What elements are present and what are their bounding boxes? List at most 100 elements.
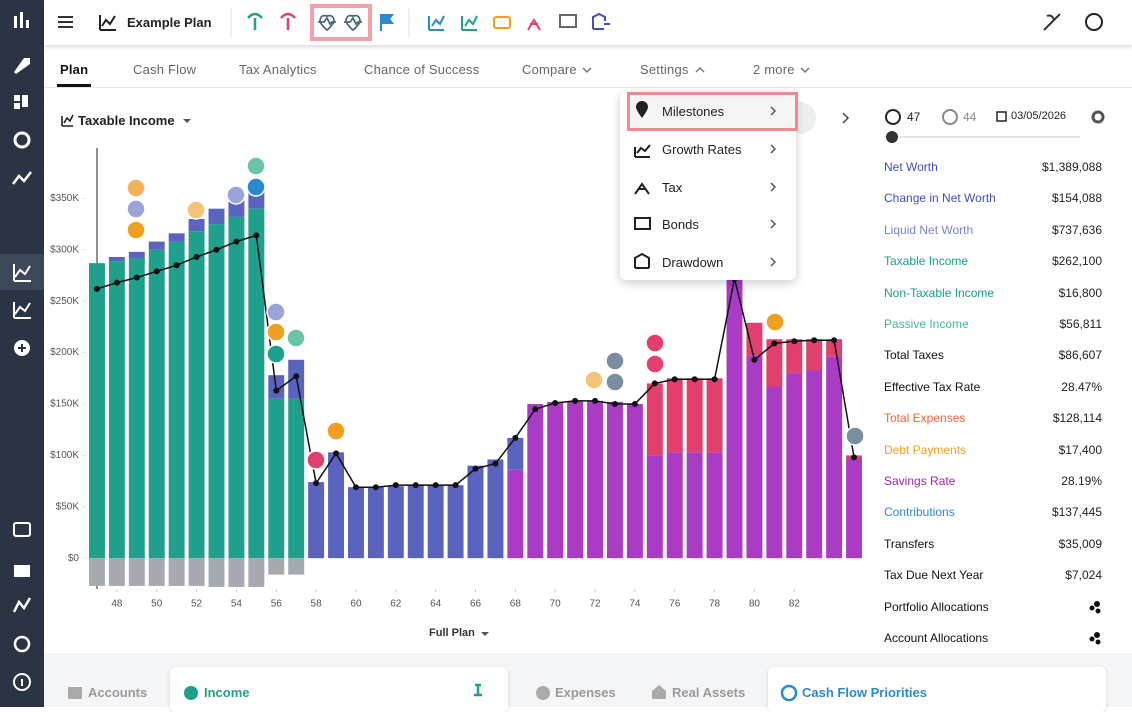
nav-icon[interactable] — [13, 522, 31, 537]
settings-icon[interactable] — [1091, 110, 1105, 124]
summary-row[interactable]: Total Taxes $86,607 — [884, 348, 1102, 368]
nav-icon[interactable] — [12, 597, 32, 613]
toolbar-icon[interactable] — [247, 12, 263, 30]
menu-item[interactable]: Tax — [662, 180, 683, 195]
toolbar-icon[interactable] — [592, 12, 610, 30]
summary-row[interactable]: Total Expenses $128,114 — [884, 411, 1102, 431]
milestone-icon[interactable] — [126, 199, 146, 219]
bottom-tab[interactable]: Expenses — [555, 685, 616, 700]
milestone-icon[interactable] — [306, 450, 326, 470]
next-button[interactable] — [842, 112, 850, 124]
tab[interactable]: 2 more — [753, 62, 795, 77]
nav-icon[interactable] — [26, 20, 29, 28]
summary-row[interactable]: Transfers $35,009 — [884, 537, 1102, 557]
bottom-tab[interactable]: Real Assets — [672, 685, 746, 700]
milestone-icon[interactable] — [266, 322, 286, 342]
menu-item[interactable]: Bonds — [662, 217, 699, 232]
line-point — [592, 397, 599, 404]
summary-row[interactable]: Portfolio Allocations — [884, 600, 1102, 620]
nav-icon[interactable] — [14, 16, 17, 28]
milestone-icon[interactable] — [126, 178, 146, 198]
milestone-icon[interactable] — [584, 370, 604, 390]
summary-row[interactable]: Change in Net Worth $154,088 — [884, 191, 1102, 211]
nav-icon[interactable] — [14, 103, 20, 109]
nav-icon[interactable] — [14, 565, 30, 577]
milestone-icon[interactable] — [286, 328, 306, 348]
summary-row[interactable]: Passive Income $56,811 — [884, 317, 1102, 337]
priorities-card[interactable] — [768, 667, 1106, 712]
menu-item[interactable]: Drawdown — [662, 255, 724, 270]
bottom-tab[interactable]: Income — [204, 685, 250, 700]
milestone-icon[interactable] — [605, 351, 625, 371]
slider-handle[interactable] — [886, 131, 898, 143]
milestone-icon[interactable] — [246, 177, 266, 197]
milestone-icon[interactable] — [126, 220, 146, 240]
x-tick-label: 70 — [550, 599, 562, 610]
toolbar-icon[interactable] — [428, 15, 445, 31]
pin-icon[interactable] — [474, 683, 482, 697]
summary-row[interactable]: Effective Tax Rate 28.47% — [884, 380, 1102, 400]
menu-item[interactable]: Growth Rates — [662, 142, 742, 157]
summary-row[interactable]: Debt Payments $17,400 — [884, 443, 1102, 463]
tab[interactable]: Plan — [60, 62, 89, 77]
tab[interactable]: Chance of Success — [364, 62, 480, 77]
nav-icon[interactable] — [13, 131, 31, 149]
summary-row[interactable]: Account Allocations — [884, 631, 1102, 651]
menu-icon — [634, 217, 651, 230]
milestone-icon[interactable] — [226, 185, 246, 205]
milestone-icon[interactable] — [645, 354, 665, 374]
nav-icon[interactable] — [13, 635, 31, 653]
range-selector[interactable]: Full Plan — [429, 627, 475, 639]
menu-button[interactable] — [58, 16, 73, 28]
toolbar-icon[interactable] — [559, 14, 577, 28]
milestone-icon[interactable] — [605, 372, 625, 392]
income-card[interactable] — [170, 667, 508, 712]
nav-icon[interactable] — [13, 264, 31, 282]
summary-row[interactable]: Non-Taxable Income $16,800 — [884, 286, 1102, 306]
milestone-icon[interactable] — [765, 312, 785, 332]
summary-row[interactable]: Liquid Net Worth $737,636 — [884, 223, 1102, 243]
toolbar-icon[interactable] — [527, 18, 541, 31]
bottom-tab[interactable]: Cash Flow Priorities — [802, 685, 927, 700]
toolbar-icon[interactable] — [380, 14, 394, 31]
summary-row[interactable]: Contributions $137,445 — [884, 505, 1102, 525]
toolbar-icon[interactable] — [1043, 13, 1061, 31]
milestone-icon[interactable] — [266, 344, 286, 364]
nav-icon[interactable] — [12, 171, 32, 185]
tab[interactable]: Tax Analytics — [239, 62, 317, 77]
row-label: Savings Rate — [884, 474, 956, 488]
toolbar-icon[interactable] — [318, 14, 336, 32]
toolbar-icon[interactable] — [461, 15, 478, 31]
nav-icon[interactable] — [13, 302, 31, 319]
menu-item[interactable]: Milestones — [662, 104, 725, 119]
summary-row[interactable]: Tax Due Next Year $7,024 — [884, 568, 1102, 588]
milestone-icon[interactable] — [246, 156, 266, 176]
summary-row[interactable]: Savings Rate 28.19% — [884, 474, 1102, 494]
toolbar-icon[interactable] — [344, 14, 362, 32]
tab[interactable]: Settings — [640, 62, 689, 77]
milestone-icon[interactable] — [845, 426, 865, 446]
milestone-icon[interactable] — [186, 200, 206, 220]
profile-icon[interactable] — [1085, 13, 1103, 31]
toolbar-icon[interactable] — [493, 16, 511, 29]
selector-icon — [61, 114, 74, 127]
plan-date[interactable]: 03/05/2026 — [1011, 110, 1067, 122]
milestone-icon[interactable] — [645, 333, 665, 353]
milestone-icon[interactable] — [266, 302, 286, 322]
toolbar-icon[interactable] — [280, 12, 296, 30]
nav-icon[interactable] — [14, 58, 30, 74]
tab[interactable]: Compare — [522, 62, 577, 77]
bar-segment — [646, 383, 663, 456]
bar-segment — [188, 218, 205, 232]
summary-row[interactable]: Net Worth $1,389,088 — [884, 160, 1102, 180]
bar-segment — [128, 258, 145, 559]
nav-icon[interactable] — [13, 673, 31, 691]
bottom-tab[interactable]: Accounts — [88, 685, 148, 700]
summary-row[interactable]: Taxable Income $262,100 — [884, 254, 1102, 274]
tab[interactable]: Cash Flow — [133, 62, 197, 77]
nav-icon[interactable] — [14, 95, 20, 101]
nav-icon[interactable] — [22, 95, 28, 107]
nav-icon[interactable] — [20, 12, 23, 28]
milestone-icon[interactable] — [326, 421, 346, 441]
chart-selector[interactable]: Taxable Income — [78, 113, 175, 128]
